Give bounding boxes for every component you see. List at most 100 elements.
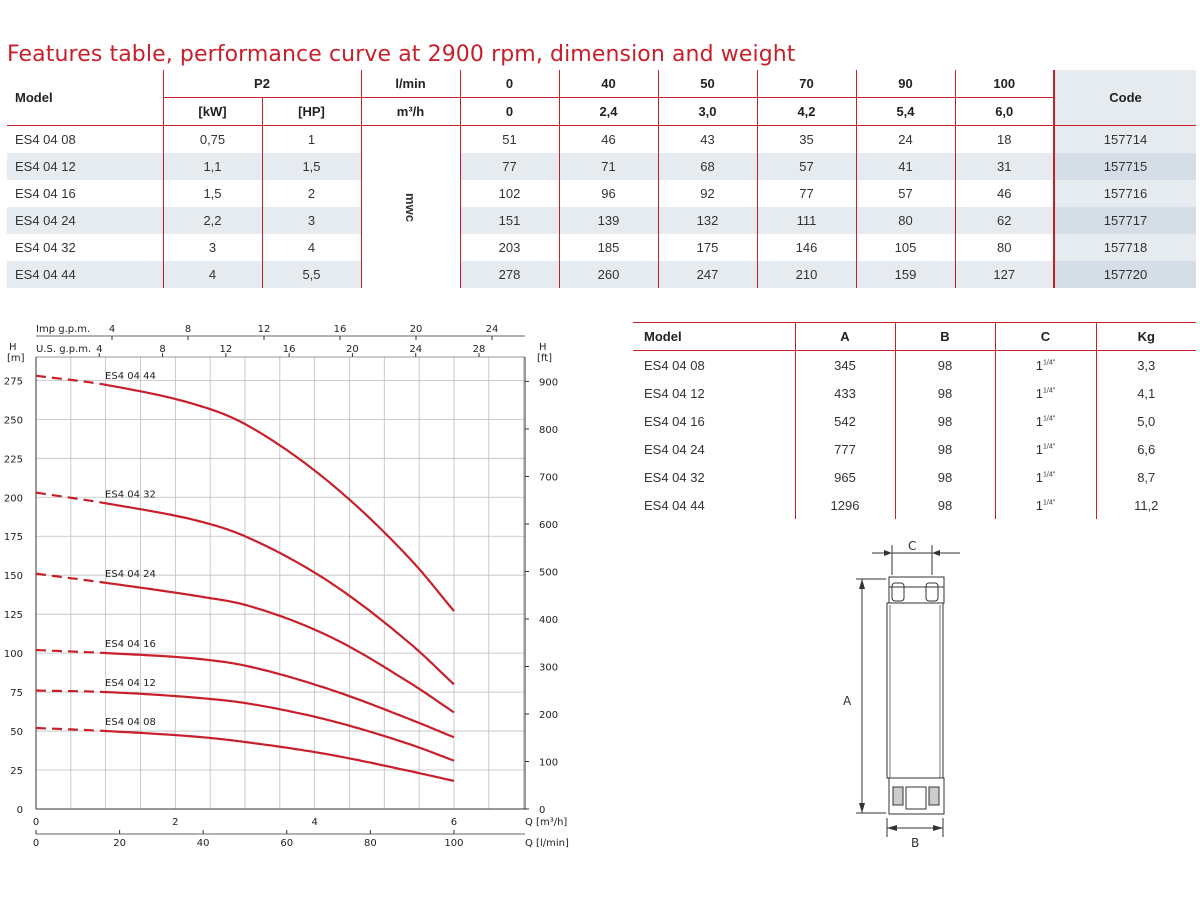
chart-labels: ES4 04 44 ES4 04 32 ES4 04 24 ES4 04 16 ES4 … [105,371,156,728]
row-code: 157714 [1053,125,1196,153]
dim-b: 98 [894,350,995,379]
row-head: 18 [954,125,1054,153]
x-tick-label-us: 8 [159,344,165,355]
row-head: 57 [855,180,955,207]
dim-a-arrow [859,579,865,589]
dim-b: 98 [894,407,995,435]
header-model: Model [7,70,163,126]
dim-b: 98 [894,463,995,491]
pump-strainer [905,786,927,810]
dim-a: 1296 [794,491,895,519]
y-tick-label-ft: 700 [539,472,558,483]
row-head: 159 [855,261,955,288]
table-row: ES4 04 12 433 98 11/4" 4,1 [633,379,1196,407]
row-head: 175 [657,234,757,261]
dim-header-kg: Kg [1095,322,1196,351]
x-axis-label-m3h: Q [m³/h] [525,817,567,828]
header-flow-m3h: 5,4 [855,97,955,126]
table-row: ES4 04 32 965 98 11/4" 8,7 [633,463,1196,491]
x-tick-label-m3h: 2 [172,817,178,828]
row-kw: 0,75 [162,125,262,153]
curve-label: ES4 04 08 [105,717,156,728]
curve-label: ES4 04 32 [105,490,156,501]
dim-model: ES4 04 32 [644,469,705,485]
dim-c-whole: 1 [1035,385,1043,401]
curve-dashed [35,648,108,655]
y-tick-label-ft: 300 [539,662,558,673]
curve-dashed [35,689,108,694]
unit-cell: mwc [360,125,460,288]
dim-a: 965 [794,463,895,491]
header-flow-lmin: 70 [756,70,856,98]
dim-a: 777 [794,435,895,463]
pump-drawing: C A B [843,539,960,850]
row-head: 46 [558,125,658,153]
y-tick-label-ft: 0 [539,805,545,816]
row-head: 139 [558,207,658,234]
dim-b: 98 [894,491,995,519]
row-kw: 3 [162,234,262,261]
row-head: 102 [459,180,559,207]
x-tick-label-m3h: 6 [451,817,457,828]
row-hp: 3 [261,207,361,234]
curve-label: ES4 04 12 [105,678,156,689]
dim-b: 98 [894,435,995,463]
row-hp: 2 [261,180,361,207]
dim-kg: 11,2 [1095,491,1196,519]
dim-c-whole: 1 [1035,469,1043,485]
y-tick-label-ft: 200 [539,710,558,721]
table-row: ES4 04 24 2,2 3 151 139 132 111 80 62 15… [7,207,1196,234]
y-tick-label: 25 [10,766,23,777]
curve-label: ES4 04 44 [105,371,156,382]
dimension-table: Model A B C Kg ES4 04 08 345 98 11/4" 3,… [633,322,1196,519]
row-head: 43 [657,125,757,153]
curve-es4-04-08 [107,730,455,782]
y-tick-label: 175 [4,532,23,543]
dim-c-label: C [908,539,916,553]
y-tick-label-ft: 100 [539,757,558,768]
dim-c-whole: 1 [1035,357,1043,373]
x-tick-label-imp: 24 [486,324,499,335]
dim-c: 11/4" [994,491,1096,519]
header-flow-lmin: 50 [657,70,757,98]
curve-label: ES4 04 16 [105,639,156,650]
row-model: ES4 04 16 [15,186,76,201]
row-code: 157717 [1053,207,1196,234]
row-model: ES4 04 24 [7,207,163,234]
dim-c-fraction: 1/4" [1043,471,1056,479]
dim-kg: 4,1 [1095,379,1196,407]
dim-kg: 6,6 [1095,435,1196,463]
dim-a: 542 [794,407,895,435]
dim-a-label: A [843,694,852,708]
header-kw: [kW] [162,97,262,126]
row-head: 203 [459,234,559,261]
curve-dashed [35,491,108,505]
dim-b: 98 [894,379,995,407]
table-row: ES4 04 08 0,75 1 mwc 51 46 43 35 24 18 1… [7,125,1196,288]
x-tick-label-lmin: 60 [280,838,293,849]
dim-kg: 8,7 [1095,463,1196,491]
header-flow-m3h: 3,0 [657,97,757,126]
row-head: 77 [459,153,559,180]
dim-a: 345 [794,350,895,379]
table-row: ES4 04 44 1296 98 11/4" 11,2 [633,491,1196,519]
y-axis-label: H [9,342,17,353]
row-head: 68 [657,153,757,180]
pump-body [886,602,944,779]
y-tick-label: 50 [10,727,23,738]
header-m3h: m³/h [360,97,460,126]
header-code: Code [1053,70,1196,126]
x-tick-label-lmin: 40 [197,838,210,849]
table-row: ES4 04 32 3 4 203 185 175 146 105 80 157… [7,234,1196,261]
pump-bolt [925,582,939,602]
y-tick-label: 250 [4,415,23,426]
curve-es4-04-44 [106,384,455,612]
row-head: 247 [657,261,757,288]
y-tick-label: 125 [4,610,23,621]
dim-model: ES4 04 44 [644,497,705,513]
header-lmin: l/min [360,70,460,98]
header-flow-m3h: 2,4 [558,97,658,126]
x-tick-label-lmin: 20 [113,838,126,849]
dim-c: 11/4" [994,379,1096,407]
y-tick-label-ft: 800 [539,425,558,436]
